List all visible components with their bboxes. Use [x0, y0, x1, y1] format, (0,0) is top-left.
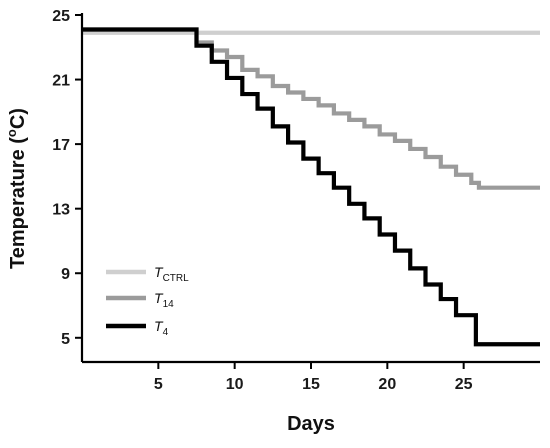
- legend-label-sub: 14: [163, 299, 175, 310]
- axes: [80, 13, 540, 364]
- legend-label-main: T: [154, 318, 164, 334]
- x-axis-title: Days: [287, 413, 335, 435]
- legend-label-sub: 4: [163, 327, 169, 338]
- legend-label-4: T4: [154, 318, 169, 338]
- x-tick-label: 25: [455, 376, 473, 393]
- y-axis-title-unit: C): [7, 108, 29, 129]
- x-ticks: 5 10 15 20 25: [154, 362, 473, 393]
- y-axis-title-degree: o: [4, 129, 19, 137]
- legend-label-main: T: [154, 264, 164, 280]
- x-tick-label: 20: [378, 376, 396, 393]
- x-tick-label: 15: [302, 376, 320, 393]
- y-tick-label: 17: [52, 137, 70, 154]
- y-ticks: 5 9 13 17 21 25: [52, 8, 82, 348]
- y-axis-title: Temperature (oC): [4, 108, 29, 269]
- y-tick-label: 9: [61, 266, 70, 283]
- legend-label-14: T14: [154, 290, 174, 310]
- y-axis-title-main: Temperature (: [7, 137, 29, 269]
- y-tick-label: 25: [52, 8, 70, 25]
- legend-label-main: T: [154, 290, 164, 306]
- y-tick-label: 5: [61, 331, 70, 348]
- series-lines: [82, 27, 540, 347]
- series-line-14: [82, 27, 540, 190]
- x-tick-label: 5: [154, 376, 163, 393]
- legend-label-ctrl: TCTRL: [154, 264, 189, 284]
- x-tick-label: 10: [226, 376, 244, 393]
- legend-label-sub: CTRL: [163, 273, 190, 284]
- y-tick-label: 13: [52, 202, 70, 219]
- series-line-4: [82, 27, 540, 347]
- y-tick-label: 21: [52, 73, 70, 90]
